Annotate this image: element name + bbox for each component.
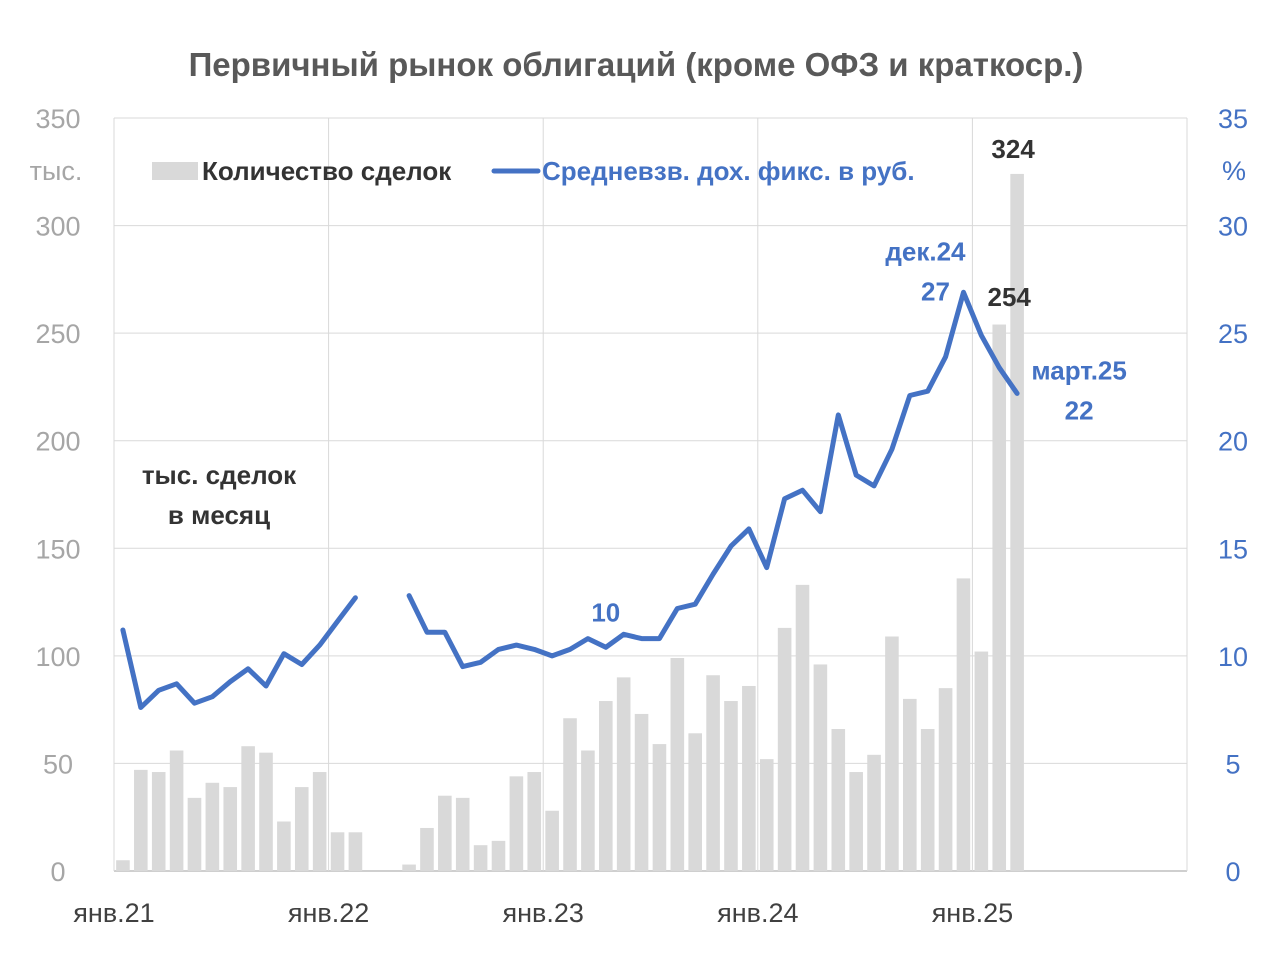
line-series	[120, 289, 1020, 710]
grid	[113, 117, 1188, 872]
left-tick-label: 50	[43, 749, 73, 779]
data-label: 22	[1065, 395, 1094, 425]
bar	[813, 664, 828, 871]
inner-label-line-2: в месяц	[168, 500, 270, 530]
bar	[169, 750, 184, 871]
bar	[294, 787, 309, 871]
legend: Количество сделок Средневзв. дох. фикс. …	[152, 156, 915, 186]
bar	[1010, 173, 1024, 872]
bar	[134, 769, 148, 871]
left-axis: 0 50 100 150 200 250 300 350	[35, 104, 80, 887]
bar	[885, 636, 899, 871]
left-tick-label: 150	[35, 534, 80, 564]
right-tick-label: 25	[1218, 319, 1248, 349]
bar	[849, 772, 863, 871]
left-axis-unit: тыс.	[30, 156, 83, 186]
bar	[974, 651, 989, 871]
left-tick-label: 200	[35, 427, 80, 457]
right-tick-label: 15	[1218, 534, 1248, 564]
legend-line-label: Средневзв. дох. фикс. в руб.	[542, 156, 915, 186]
bar	[598, 701, 613, 871]
right-axis: 0 5 10 15 20 25 30 35	[1218, 104, 1248, 887]
bar	[473, 845, 488, 871]
data-label: 10	[591, 597, 620, 627]
right-tick-label: 20	[1218, 427, 1248, 457]
bar	[634, 713, 649, 871]
right-tick-label: 5	[1225, 749, 1240, 779]
bar	[402, 864, 416, 871]
bar	[938, 688, 953, 871]
bar	[670, 658, 685, 871]
bar	[724, 701, 738, 871]
bar	[652, 744, 667, 871]
right-axis-unit: %	[1222, 156, 1246, 186]
bar	[151, 772, 166, 871]
legend-bar-label: Количество сделок	[202, 156, 452, 186]
bar	[205, 782, 220, 871]
x-axis: янв.21 янв.22 янв.23 янв.24 янв.25	[73, 898, 1013, 928]
x-tick-label: янв.25	[932, 898, 1013, 928]
bar	[688, 733, 703, 871]
bar	[491, 840, 506, 871]
x-tick-label: янв.24	[717, 898, 798, 928]
data-label: 324	[991, 134, 1035, 164]
data-label: дек.24	[885, 236, 966, 266]
bar	[920, 729, 935, 871]
bar	[992, 324, 1007, 872]
bar	[420, 827, 434, 871]
bar	[616, 677, 631, 871]
left-tick-label: 0	[50, 857, 65, 887]
bar	[509, 776, 524, 871]
data-label: март.25	[1031, 355, 1126, 385]
bar	[241, 746, 255, 871]
bar	[330, 832, 345, 871]
left-tick-label: 250	[35, 319, 80, 349]
annotations: 324 254 10 дек.24 27 март.25 22	[591, 134, 1127, 627]
bar	[312, 772, 327, 871]
chart-title: Первичный рынок облигаций (кроме ОФЗ и к…	[189, 46, 1084, 83]
inner-label-line-1: тыс. сделок	[142, 460, 297, 490]
bar	[455, 797, 470, 871]
bar	[438, 795, 452, 871]
bar	[277, 821, 291, 871]
line-segment	[120, 595, 358, 710]
left-tick-label: 100	[35, 642, 80, 672]
data-label: 254	[988, 282, 1032, 312]
bar	[116, 860, 130, 871]
bar	[831, 729, 846, 871]
line-segment	[406, 289, 1020, 670]
bar	[742, 685, 756, 871]
bar	[348, 832, 363, 871]
bar	[759, 759, 774, 871]
right-tick-label: 35	[1218, 104, 1248, 134]
bar	[259, 752, 273, 871]
bar	[545, 810, 559, 871]
right-tick-label: 30	[1218, 212, 1248, 242]
bar	[956, 578, 971, 871]
bar	[777, 627, 792, 871]
left-tick-label: 300	[35, 212, 80, 242]
bar	[223, 787, 238, 871]
bar	[867, 754, 881, 871]
x-tick-label: янв.22	[288, 898, 369, 928]
x-tick-label: янв.21	[73, 898, 154, 928]
bar	[706, 675, 720, 871]
bar-series	[116, 173, 1024, 872]
bar	[527, 772, 542, 871]
bar	[187, 797, 202, 871]
bar	[903, 698, 917, 871]
data-label: 27	[921, 276, 950, 306]
right-tick-label: 0	[1225, 857, 1240, 887]
right-tick-label: 10	[1218, 642, 1248, 672]
bar	[795, 584, 810, 871]
bar	[563, 718, 577, 871]
legend-bar-swatch	[152, 162, 198, 180]
left-tick-label: 350	[35, 104, 80, 134]
bar	[581, 750, 595, 871]
x-tick-label: янв.23	[502, 898, 583, 928]
